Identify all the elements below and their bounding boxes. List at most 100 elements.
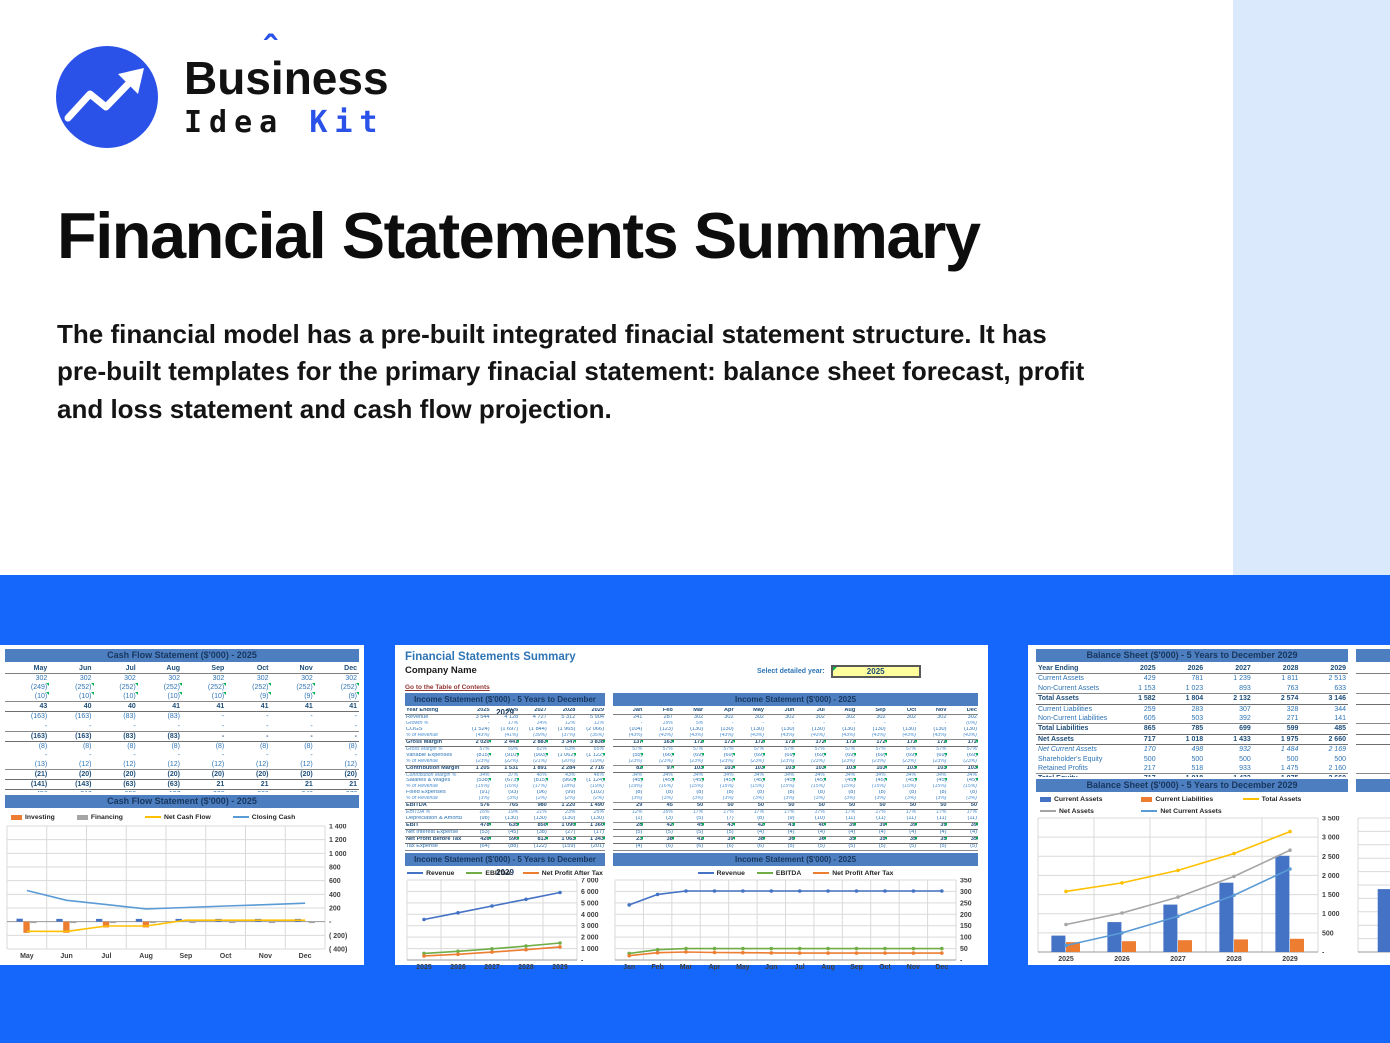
table-row: Current Assets 429 781 1 239 1 811 2 513 bbox=[1038, 675, 1346, 683]
sheet-title: Financial Statements Summary bbox=[405, 651, 576, 663]
brand-text: Business Idea Kit bbox=[184, 55, 389, 140]
table-row: 12% 16% 17% 17% 17% 17% 17% 17% 17% 17% 17% 17% bbox=[632, 809, 977, 816]
svg-text:250: 250 bbox=[960, 900, 972, 907]
table-row: Year Ending 2025 2026 2027 2028 2029 bbox=[1036, 664, 1348, 675]
table-row: Growth % -17% 14% 12% 11% bbox=[406, 720, 604, 726]
table-row: Contribution Margin % 34% 37% 40% 43% 46% bbox=[406, 772, 604, 778]
is-5y-chart-legend: Revenue EBITDA Net Profit After Tax bbox=[405, 868, 605, 878]
legend-item: Investing bbox=[11, 814, 55, 821]
svg-text:2 000: 2 000 bbox=[1322, 873, 1340, 880]
section-header-is-monthly-chart: Income Statement ($'000) - 2025 bbox=[613, 853, 978, 866]
table-row: 28 42 45 43 42 41 40 39 39 39 39 39 bbox=[613, 822, 978, 831]
svg-text:2 000: 2 000 bbox=[581, 935, 599, 942]
svg-text:50: 50 bbox=[960, 946, 968, 953]
svg-text:1 000: 1 000 bbox=[329, 851, 347, 858]
table-row: 786 bbox=[1356, 723, 1390, 735]
is-monthly-chart-legend: Revenue EBITDA Net Profit After Tax bbox=[613, 868, 978, 878]
table-row: Jan Feb Mar Apr May Jun Jul Aug Sep Oct Nov Dec bbox=[613, 708, 978, 715]
table-row: (13) (12) (12) (12) (12) (12) (12) (12) bbox=[34, 760, 357, 768]
svg-text:Jul: Jul bbox=[795, 964, 805, 971]
svg-text:300: 300 bbox=[960, 889, 972, 896]
svg-text:( 200): ( 200) bbox=[329, 933, 347, 940]
svg-text:2028: 2028 bbox=[1226, 956, 1242, 963]
svg-text:1 000: 1 000 bbox=[1322, 911, 1340, 918]
table-row: (3%) (3%) (3%) (3%) (3%) (3%) (3%) (3%) (3%) (3%)… bbox=[631, 796, 977, 802]
balance-sheet-monthly-chart-block-partial: Jan bbox=[1356, 794, 1390, 963]
cash-flow-table: May Jun Jul Aug Sep Oct Nov Dec 302 302 302 302 302 3… bbox=[5, 664, 359, 792]
table-row: Total Liabilities 865 785 699 599 485 bbox=[1036, 723, 1348, 735]
company-name: Company Name bbox=[405, 665, 477, 676]
table-row: (5) (5) (5) (5) (4) (4) (4) (4) (4) (4) (4) (4) bbox=[635, 829, 977, 836]
table-row: Non-Current Liabilities 605 503 392 271 141 bbox=[1038, 715, 1346, 723]
svg-text:2026: 2026 bbox=[450, 964, 466, 971]
table-row: Revenue 3 544 4 128 4 727 5 312 5 904 bbox=[406, 714, 604, 720]
svg-text:May: May bbox=[20, 953, 34, 960]
income-statement-monthly-chart: 350 300 250 200 150 100 50 - Jan Feb Mar Apr May Jun J… bbox=[613, 878, 978, 971]
table-row: Variable Expenses (815) (910) (993) (1 062)(… bbox=[406, 752, 605, 758]
income-statement-5y-table: Year Ending 2025 2026 2027 2028 2029 Revenue 3 … bbox=[405, 708, 605, 851]
table-of-contents-link[interactable]: Go to the Table of Contents bbox=[405, 684, 490, 691]
svg-text:Jan: Jan bbox=[623, 964, 635, 971]
svg-text:Aug: Aug bbox=[139, 953, 153, 960]
svg-text:-: - bbox=[329, 919, 332, 926]
table-row: 34% 34% 34% 34% 34% 34% 34% 34% 34% 34% 34% 34% bbox=[632, 772, 977, 778]
section-header-balance-sheet-chart-partial bbox=[1356, 779, 1390, 792]
legend-item: Net Profit After Tax bbox=[522, 870, 603, 877]
table-row: (4) (6) (6) (6) (6) (5) (5) (5) (5) (5) (5) (5) bbox=[635, 843, 977, 850]
table-row: 12 bbox=[1356, 764, 1390, 774]
svg-text:-: - bbox=[581, 958, 584, 965]
svg-text:Sep: Sep bbox=[179, 953, 192, 960]
legend-item: EBITDA bbox=[756, 870, 801, 877]
table-row: (8) (8) (8) (8) (8) (8) (8) (8) bbox=[38, 742, 357, 750]
table-row: Salaries & Wages (538) (673) (815) (960) (1 1… bbox=[406, 778, 605, 784]
table-row: 193235333231303030303030 bbox=[613, 849, 978, 851]
select-year-box[interactable]: 2025 bbox=[830, 665, 921, 678]
table-row: Shareholder's Equity 500 500 500 500 500 bbox=[1038, 755, 1346, 763]
svg-text:2026: 2026 bbox=[1114, 956, 1130, 963]
svg-text:2 500: 2 500 bbox=[1322, 854, 1340, 861]
table-row: Fixed Expenses (91) (93) (96) (99) (102) bbox=[406, 790, 604, 796]
svg-text:Apr: Apr bbox=[708, 964, 720, 971]
table-row: 29 45 50 50 50 50 50 50 50 50 50 50 bbox=[613, 802, 978, 811]
legend-item: Revenue bbox=[407, 870, 454, 877]
svg-text:1 000: 1 000 bbox=[581, 946, 599, 953]
svg-text:Dec: Dec bbox=[299, 953, 312, 960]
svg-text:200: 200 bbox=[960, 912, 972, 919]
balance-sheet-chart-block: Current Assets Current Liabilities Total A… bbox=[1036, 794, 1348, 963]
svg-text:Oct: Oct bbox=[220, 953, 232, 960]
table-row: -19% 5% - - - - - - - - (0%) bbox=[640, 720, 977, 726]
svg-text:2027: 2027 bbox=[1170, 956, 1186, 963]
table-row: % of Revenue (23%) (22%) (21%) (20%) (19%) bbox=[406, 758, 604, 764]
svg-text:2029: 2029 bbox=[552, 964, 568, 971]
table-row: 692 bbox=[1356, 714, 1390, 724]
section-header-is-5y-chart: Income Statement ($'000) - 5 Years to De… bbox=[405, 853, 605, 877]
table-row: % of Revenue (3%) (3%) (2%) (2%) (2%) bbox=[406, 796, 604, 802]
svg-text:-: - bbox=[1322, 950, 1325, 957]
table-row: (141) (143) (63) (63) 21 21 21 21 bbox=[5, 779, 359, 791]
side-band bbox=[1233, 0, 1390, 575]
table-row: % of Revenue (15%) (16%) (17%) (18%) (19%) bbox=[406, 784, 604, 790]
table-row: 302 302 302 302 302 302 302 302 bbox=[35, 675, 357, 683]
svg-text:600: 600 bbox=[329, 878, 341, 885]
section-header-is-5y: Income Statement ($'000) - 5 Years to De… bbox=[405, 693, 605, 717]
table-row: Retained Profits 217 518 933 1 475 2 160 bbox=[1038, 765, 1346, 773]
income-statement-monthly-chart-block: Revenue EBITDA Net Profit After Tax 350 300… bbox=[613, 868, 978, 971]
table-row: (8) (8) (8) (8) (8) (8) (8) (8) (8) (8) (8) (8) bbox=[635, 790, 977, 796]
table-row: 1 297 bbox=[1356, 693, 1390, 705]
section-header-balance-sheet-monthly-partial bbox=[1356, 649, 1390, 662]
table-row: Gross Margin 2 020 2 441 2 883 3 347 3 838 bbox=[405, 738, 605, 747]
table-row: 1 174 bbox=[1356, 674, 1390, 684]
svg-text:Jun: Jun bbox=[60, 953, 72, 960]
table-row: Net Current Assets 170 498 932 1 484 2 169 bbox=[1038, 746, 1346, 754]
svg-text:Oct: Oct bbox=[879, 964, 891, 971]
table-row: (45) (45) (45) (45) (45) (45) (45) (45) (45) (45)… bbox=[613, 778, 978, 784]
svg-text:Aug: Aug bbox=[821, 964, 835, 971]
table-row: Contribution Margin 1 205 1 531 1 891 2 284 2… bbox=[405, 764, 605, 773]
svg-text:1 200: 1 200 bbox=[329, 837, 347, 844]
svg-text:3 000: 3 000 bbox=[1322, 835, 1340, 842]
section-header-cashflow-chart: Cash Flow Statement ($'000) - 2025 bbox=[5, 795, 359, 808]
svg-text:800: 800 bbox=[329, 865, 341, 872]
section-header-balance-sheet-table: Balance Sheet ($'000) - 5 Years to Decem… bbox=[1036, 649, 1348, 662]
page-title: Financial Statements Summary bbox=[57, 199, 981, 272]
